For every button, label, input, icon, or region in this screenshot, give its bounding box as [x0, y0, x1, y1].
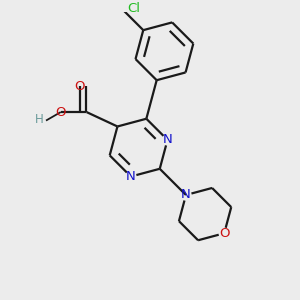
Text: O: O: [74, 80, 85, 93]
Text: H: H: [34, 112, 43, 126]
Text: N: N: [126, 170, 136, 183]
Text: O: O: [56, 106, 66, 118]
Text: N: N: [163, 134, 172, 146]
Text: N: N: [181, 188, 191, 202]
Text: O: O: [219, 227, 230, 240]
Text: Cl: Cl: [128, 2, 140, 15]
